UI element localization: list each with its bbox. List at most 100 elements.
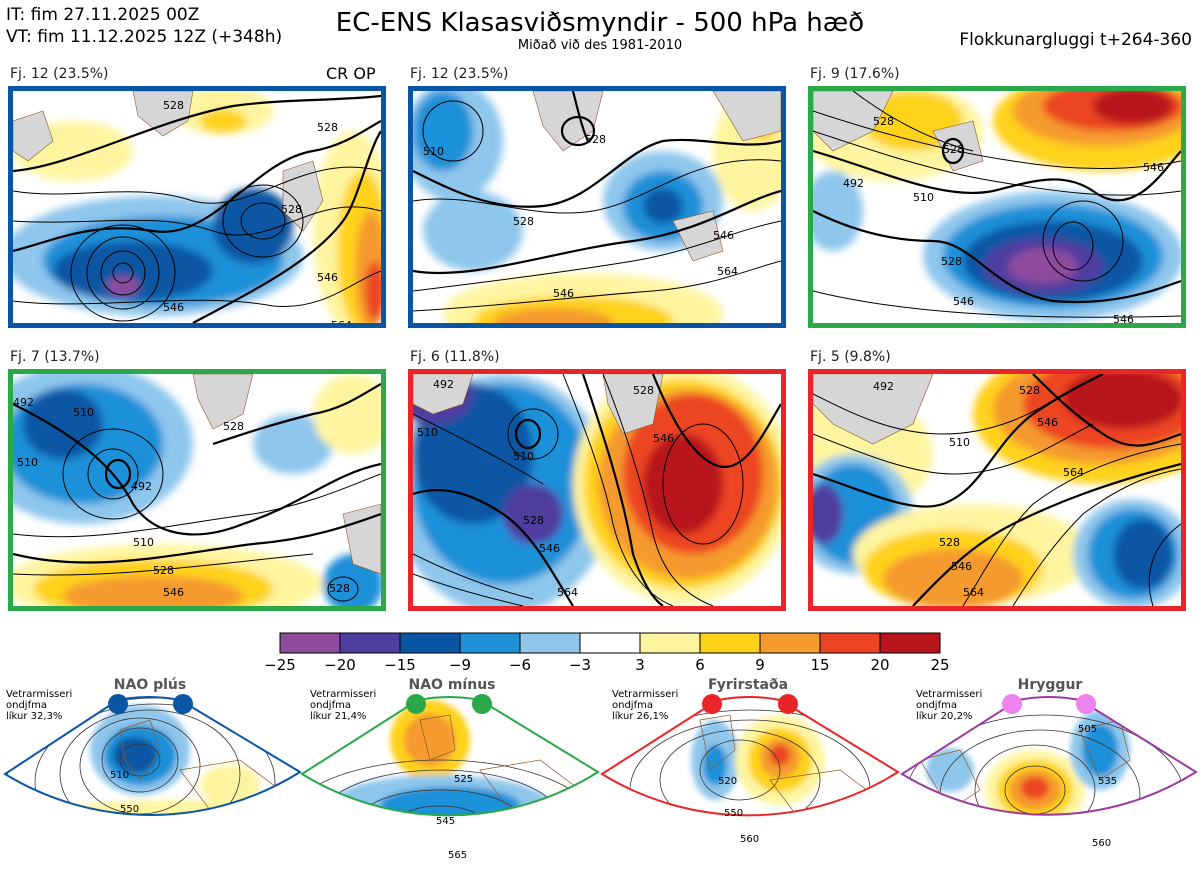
valid-time: VT: fim 11.12.2025 12Z (+348h) [6, 27, 283, 47]
regime-nao-minus-marker [472, 694, 492, 714]
contour-label: 546 [653, 432, 674, 445]
colorbar-cell [579, 632, 641, 654]
cluster-panel-6: 492 510 528 546 564 546 564 528 [808, 369, 1186, 611]
regime-contour-label: 545 [436, 816, 455, 827]
contour-label: 564 [717, 265, 738, 278]
contour-label: 564 [573, 321, 594, 323]
regime-nao-minus-marker [406, 694, 426, 714]
regime-contour-label: 535 [1098, 776, 1117, 787]
regime-title-blocking: Fyrirstaða [707, 677, 789, 693]
regime-ridge-marker [1076, 694, 1096, 714]
contour-label: 510 [913, 191, 934, 204]
regime-info-line: líkur 20,2% [916, 711, 973, 722]
regime-nao-plus-frame [3, 695, 302, 816]
page-subtitle: Miðað við des 1981-2010 [517, 38, 683, 53]
contour-label: 492 [433, 378, 454, 391]
contour-label: 528 [943, 143, 964, 156]
colorbar-cell [819, 632, 881, 654]
contour-label: 510 [949, 436, 970, 449]
colorbar-tick-label: 20 [870, 656, 890, 674]
colorbar-tick-label: −3 [568, 656, 592, 674]
colorbar-cell [639, 632, 701, 654]
initial-time: IT: fim 27.11.2025 00Z [6, 5, 200, 25]
regime-contour-label: 510 [110, 770, 129, 781]
contour-label: 546 [951, 560, 972, 573]
contour-label: 528 [939, 536, 960, 549]
contour-label: 564 [557, 586, 578, 599]
colorbar-tick-label: 6 [695, 656, 705, 674]
cluster-label-3: Fj. 9 (17.6%) [810, 66, 900, 82]
contour-label: 492 [873, 380, 894, 393]
cluster-label-1: Fj. 12 (23.5%) [10, 66, 109, 82]
contour-label: 528 [153, 564, 174, 577]
contour-label: 510 [133, 536, 154, 549]
regime-contour-label: 520 [718, 776, 737, 787]
colorbar-tick-label: −6 [508, 656, 532, 674]
contour-label: 546 [553, 287, 574, 300]
colorbar-cell [759, 632, 821, 654]
contour-label: 510 [73, 406, 94, 419]
regime-info-blocking: Vetrarmisseri ondjfma líkur 26,1% [612, 689, 678, 722]
cluster-panel-5: 492 510 510 528 546 546 564 528 [408, 369, 786, 611]
regime-title-nao-minus: NAO mínus [408, 677, 496, 693]
contour-label: 510 [513, 450, 534, 463]
regime-title-nao-plus: NAO plús [113, 677, 187, 693]
colorbar-tick-label: −15 [384, 656, 416, 674]
cluster-label-2: Fj. 12 (23.5%) [410, 66, 509, 82]
regime-blocking-marker [702, 694, 722, 714]
cluster-panel-4: 492 510 510 528 492 510 528 546 564 528 [8, 369, 386, 611]
regime-info-line: ondjfma [612, 700, 653, 711]
contour-label: 528 [633, 384, 654, 397]
colorbar-tick-label: 25 [930, 656, 950, 674]
contour-label: 546 [953, 295, 974, 308]
contour-label: 546 [317, 271, 338, 284]
contour-label: 528 [941, 255, 962, 268]
regime-info-line: Vetrarmisseri [612, 689, 679, 700]
regime-nao-minus-frame [300, 695, 600, 817]
regime-info-line: ondjfma [916, 700, 957, 711]
classification-window: Flokkunargluggi t+264-360 [959, 30, 1192, 50]
regime-nao-plus-marker [108, 694, 128, 714]
regime-info-nao-minus: Vetrarmisseri ondjfma líkur 21,4% [310, 689, 376, 722]
contour-label: 528 [585, 133, 606, 146]
header-times: IT: fim 27.11.2025 00Z VT: fim 11.12.202… [6, 4, 282, 48]
contour-label: 528 [513, 215, 534, 228]
colorbar [279, 632, 941, 654]
cluster-panel-1: 528 528 528 546 564 546 [8, 86, 386, 328]
contour-label: 546 [713, 229, 734, 242]
regime-info-ridge: Vetrarmisseri ondjfma líkur 20,2% [916, 689, 982, 722]
regime-contour-label: 565 [448, 850, 467, 861]
regime-info-nao-plus: Vetrarmisseri ondjfma líkur 32,3% [6, 689, 72, 722]
contour-label: 564 [963, 586, 984, 599]
regime-diagrams: 510 550 525 545 565 520 550 560 505 535 … [3, 694, 1198, 861]
cluster-extra-1: CR OP [326, 64, 376, 83]
cluster-panel-2: 510 528 528 546 546 564 564 [408, 86, 786, 328]
regime-info-line: Vetrarmisseri [916, 689, 983, 700]
contour-label: 546 [1113, 313, 1134, 323]
colorbar-cell [519, 632, 581, 654]
colorbar-cell [339, 632, 401, 654]
contour-label: 564 [1063, 466, 1084, 479]
regime-info-line: líkur 32,3% [6, 711, 63, 722]
colorbar-tick-label: 15 [810, 656, 830, 674]
regime-contour-label: 550 [120, 804, 139, 815]
colorbar-cell [879, 632, 941, 654]
contour-label: 492 [843, 177, 864, 190]
regime-contour-label: 560 [1092, 838, 1111, 849]
regime-info-line: ondjfma [6, 700, 47, 711]
regime-blocking-frame [600, 695, 900, 817]
regime-ridge-marker [1002, 694, 1022, 714]
colorbar-cell [699, 632, 761, 654]
contour-label: 546 [1143, 161, 1164, 174]
colorbar-cell [279, 632, 341, 654]
regime-contour-label: 550 [724, 808, 743, 819]
colorbar-tick-label: −9 [448, 656, 472, 674]
regime-contour-label: 525 [454, 774, 473, 785]
regime-info-line: ondjfma [310, 700, 351, 711]
regime-nao-plus-marker [173, 694, 193, 714]
contour-label: 528 [523, 514, 544, 527]
regime-nao-minus-map [302, 696, 598, 816]
cluster-label-5: Fj. 6 (11.8%) [410, 349, 500, 365]
regime-info-line: Vetrarmisseri [6, 689, 73, 700]
regime-info-line: Vetrarmisseri [310, 689, 377, 700]
